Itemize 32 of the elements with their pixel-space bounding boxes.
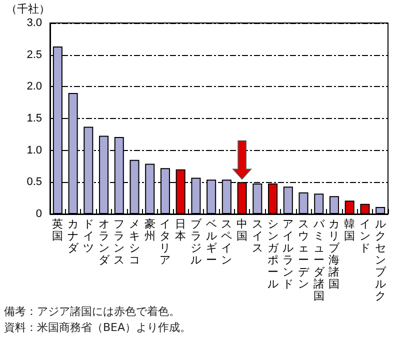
x-tick-label: スペイン [221, 218, 232, 266]
y-tick-label: 0 [36, 208, 42, 220]
x-tick-label: インド [359, 218, 370, 254]
x-tick-label: 中国 [236, 218, 248, 242]
x-tick-label: 日本 [175, 218, 186, 242]
x-tick-label: シンガポール [267, 218, 280, 290]
text: 資料：米国商務省（BEA）より作成。 [4, 320, 192, 336]
y-axis-title: （千社） [6, 2, 50, 16]
y-tick-label: 3.0 [26, 17, 42, 29]
x-tick-label: ドイツ [82, 218, 94, 254]
x-tick-label: ベルギー [206, 218, 217, 266]
x-tick-label: アイルランド [282, 218, 294, 290]
x-tick-label: 英国 [52, 218, 64, 242]
x-tick-label: オランダ [98, 218, 110, 266]
x-tick-label: バミューダ諸国 [312, 218, 326, 302]
x-tick-label: スイス [252, 218, 263, 254]
y-tick-label: 0.5 [26, 176, 42, 188]
x-tick-label: ルクセンブルク [374, 218, 387, 302]
x-tick-label: 韓国 [344, 218, 356, 242]
y-tick-label: 2.5 [26, 48, 42, 61]
y-tick-label: 1.0 [26, 144, 42, 156]
text: 備考：アジア諸国には赤色で着色。 [4, 304, 181, 320]
x-tick-label: 豪州 [144, 218, 156, 242]
x-tick-label: スウェーデン [298, 218, 310, 290]
x-tick-label: カリブ海諸国 [328, 218, 341, 290]
x-tick-label: フランス [114, 218, 125, 266]
x-tick-label: カナダ [68, 218, 80, 254]
y-tick-label: 1.5 [26, 112, 42, 124]
y-tick-label: 2.0 [26, 80, 42, 93]
x-tick-label: イタリア [160, 218, 171, 266]
x-tick-label: ブラジル [190, 218, 202, 266]
x-tick-label: メキシコ [129, 218, 140, 266]
